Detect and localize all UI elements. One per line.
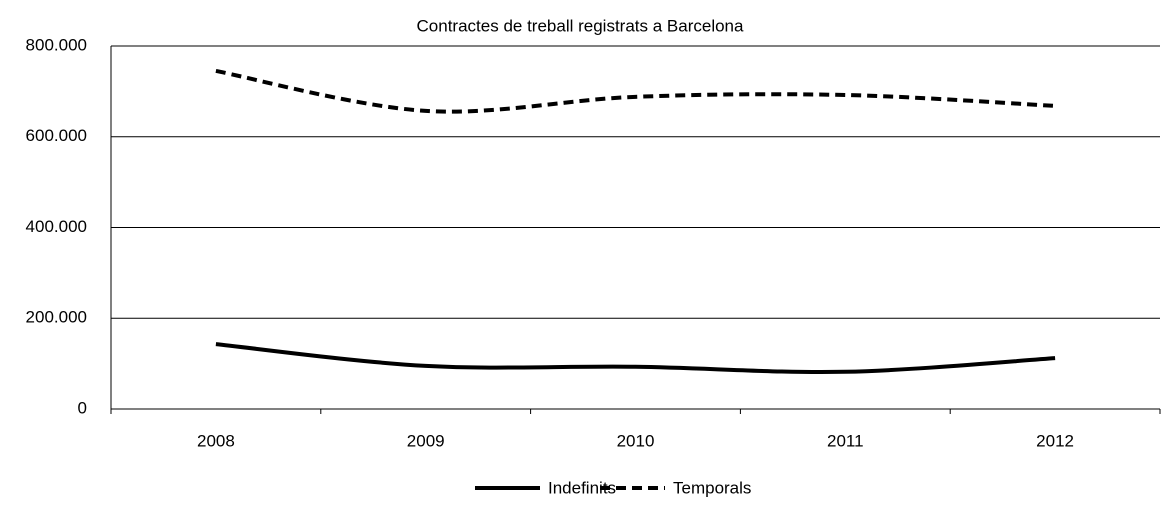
legend-label: Indefinits [548, 478, 616, 497]
y-tick-label: 200.000 [26, 308, 87, 327]
y-tick-label: 800.000 [26, 35, 87, 54]
x-tick-label: 2009 [407, 431, 445, 450]
x-tick-label: 2011 [827, 431, 864, 450]
x-tick-label: 2010 [617, 431, 655, 450]
y-tick-label: 400.000 [26, 217, 87, 236]
y-tick-label: 600.000 [26, 126, 87, 145]
x-tick-label: 2008 [197, 431, 235, 450]
legend-label: Temporals [673, 478, 751, 497]
chart-title: Contractes de treball registrats a Barce… [417, 16, 744, 35]
line-series [215, 342, 1056, 375]
line-series [215, 68, 1056, 114]
y-tick-label: 0 [78, 398, 87, 417]
x-tick-label: 2012 [1036, 431, 1074, 450]
